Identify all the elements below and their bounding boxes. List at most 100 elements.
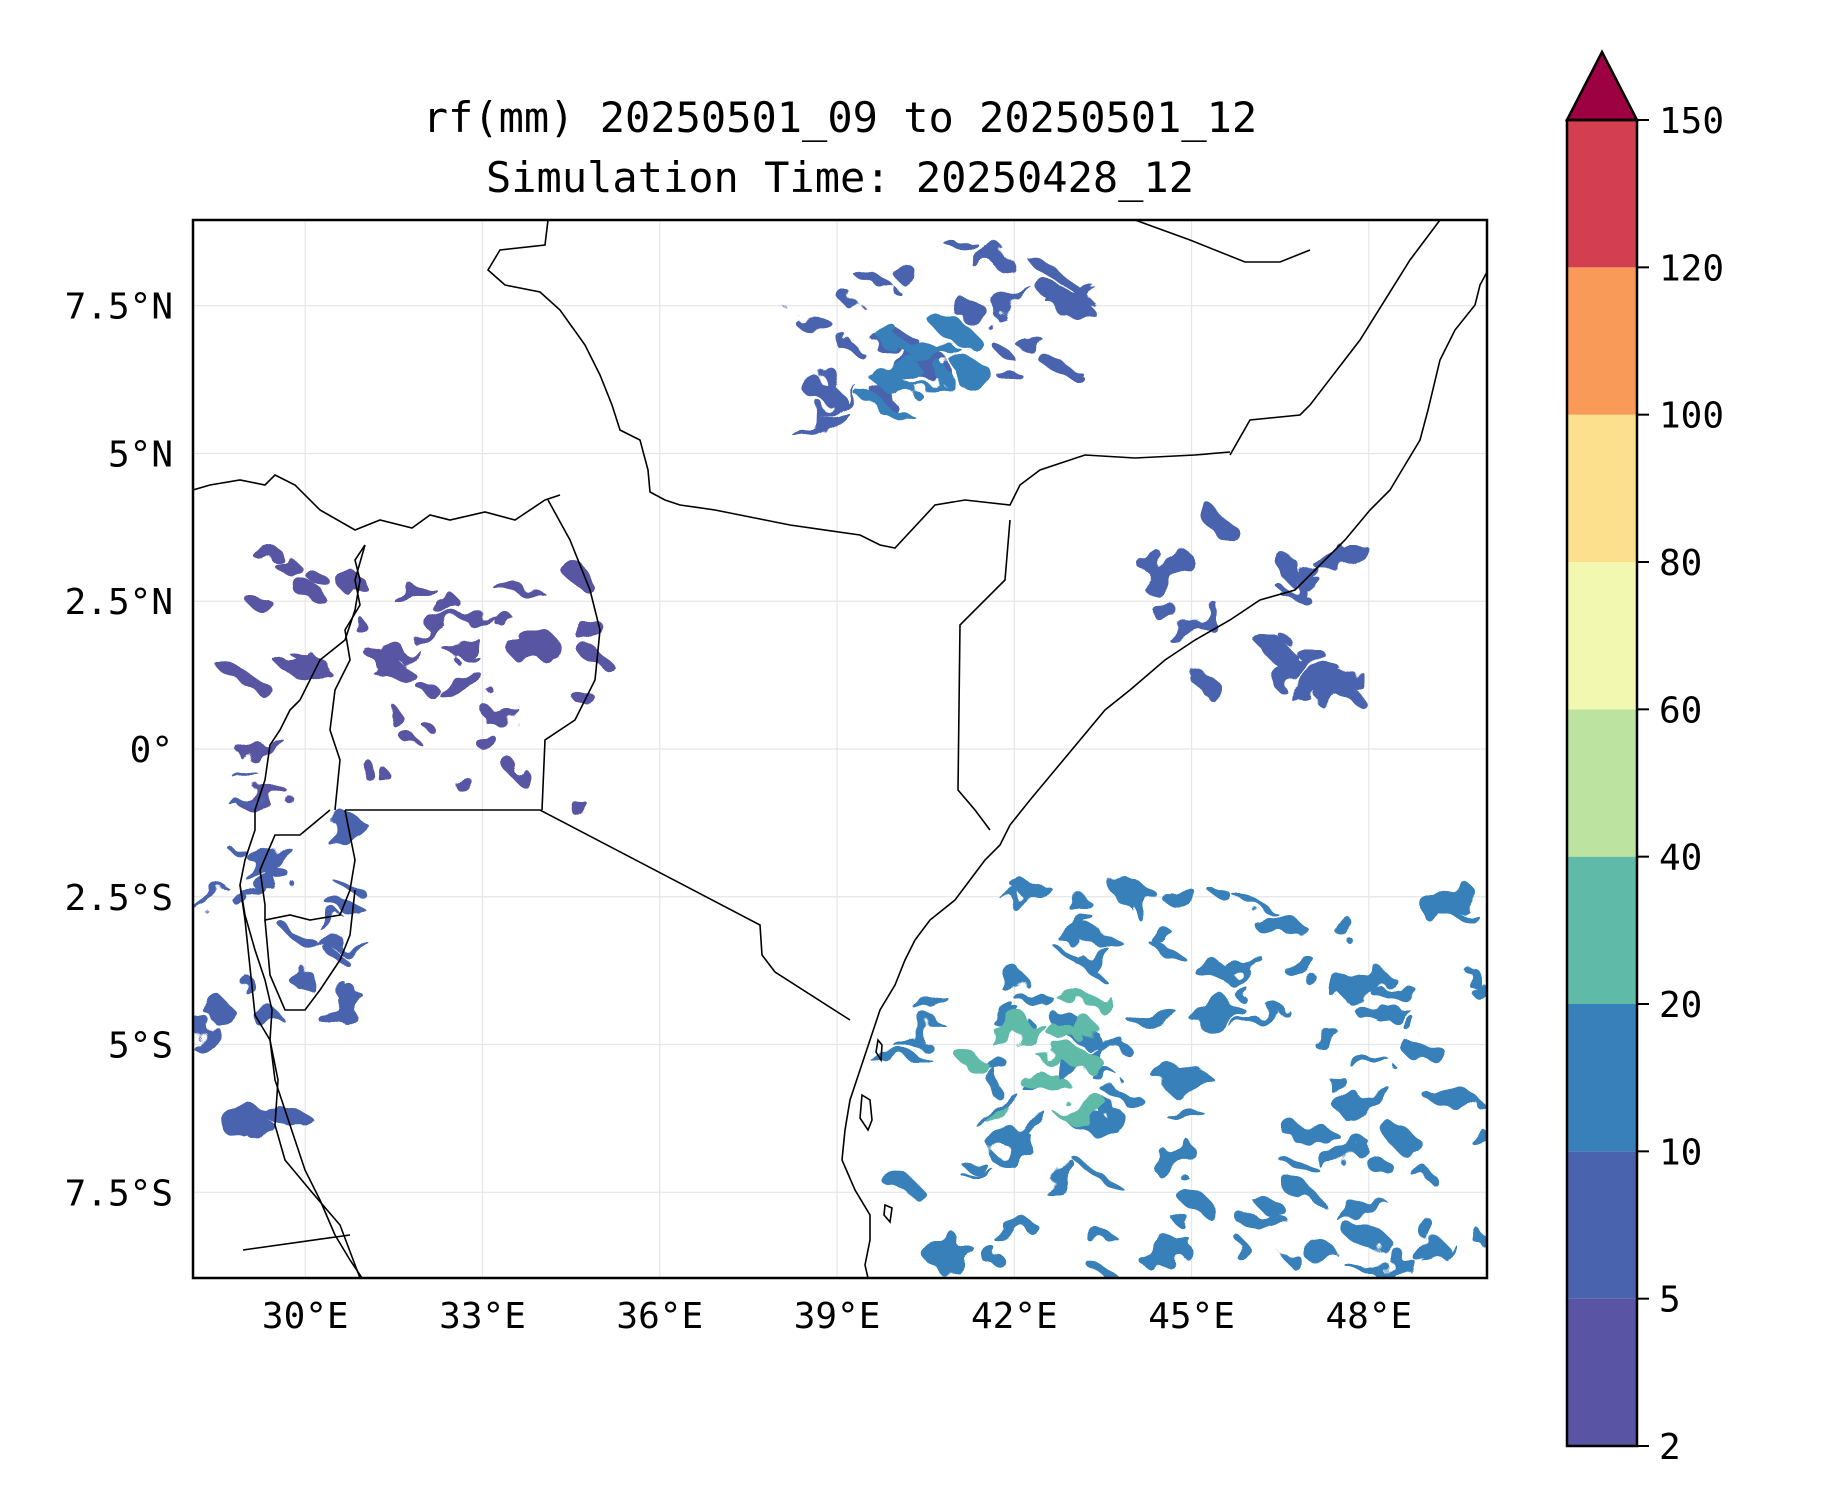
rain-cell — [305, 570, 330, 586]
border-kenya-tanzania — [345, 809, 851, 1021]
rain-cell — [1211, 890, 1239, 905]
lon-tick-label: 36°E — [616, 1296, 703, 1337]
rainfall-layer — [193, 234, 1487, 1278]
rain-cell — [289, 578, 327, 603]
rain-cell — [994, 345, 1016, 361]
rain-cell — [978, 1052, 1012, 1072]
rain-cell — [1467, 1126, 1487, 1144]
rain-cell — [1140, 1239, 1194, 1267]
lon-tick-label: 39°E — [794, 1296, 881, 1337]
colorbar-tick-label: 150 — [1659, 101, 1724, 142]
rain-cell — [790, 314, 835, 331]
rain-cell — [193, 887, 229, 912]
rain-cell — [294, 970, 316, 994]
rain-cell — [1250, 915, 1308, 937]
rain-cell — [1037, 1068, 1055, 1090]
rain-cell — [1254, 1193, 1282, 1214]
lon-tick-label: 42°E — [971, 1296, 1058, 1337]
rain-cell — [1468, 980, 1486, 997]
rain-cell — [1313, 542, 1368, 570]
rain-cell — [1283, 1246, 1298, 1267]
rain-cell — [1152, 599, 1177, 623]
map-frame — [191, 218, 1489, 1280]
rain-cell — [866, 1052, 931, 1063]
rain-cell — [953, 371, 988, 387]
rain-cell — [988, 1134, 1036, 1162]
rain-cell — [877, 361, 922, 385]
rain-cell — [1272, 1152, 1323, 1175]
colorbar-segment — [1567, 856, 1637, 1004]
rain-cell — [1158, 1066, 1210, 1092]
rain-cell — [822, 367, 838, 388]
rain-cell — [1173, 1212, 1188, 1227]
border-ethiopia-somalia — [957, 519, 1011, 831]
rain-cell — [1075, 1105, 1109, 1120]
rain-cell — [1328, 1202, 1392, 1216]
rain-cell — [985, 1067, 1000, 1091]
rain-cell — [321, 938, 367, 952]
rain-cell — [1128, 1012, 1183, 1028]
rain-cell — [932, 367, 949, 377]
rain-cell — [1423, 1086, 1481, 1111]
rain-cell — [237, 735, 282, 756]
rain-cell — [967, 1169, 995, 1183]
rain-cell — [193, 1023, 213, 1047]
rain-cell — [1338, 1220, 1397, 1254]
rain-cell — [477, 733, 498, 753]
rain-cell — [1335, 916, 1355, 939]
rain-cell — [973, 1094, 1020, 1125]
rain-cell — [1266, 645, 1302, 672]
lat-tick-label: 5°N — [108, 434, 173, 475]
rain-cell — [1339, 1088, 1393, 1117]
rain-cell — [228, 847, 250, 856]
border-somalia-north — [1229, 220, 1441, 456]
rain-area-lake-victoria-basin — [220, 545, 609, 816]
colorbar-segment — [1567, 1298, 1637, 1446]
rain-cell — [237, 897, 253, 912]
rain-cell — [1341, 980, 1368, 998]
rain-cell — [1171, 1109, 1204, 1125]
rain-cell — [280, 655, 325, 674]
rain-cell — [323, 818, 368, 844]
rain-cell — [1002, 1005, 1022, 1027]
rain-cell — [1167, 608, 1224, 641]
rain-cell — [1301, 578, 1327, 592]
colorbar-segment — [1567, 709, 1637, 857]
rain-cell — [581, 650, 609, 667]
colorbar-tick-label: 10 — [1659, 1132, 1702, 1173]
rain-cell — [903, 344, 960, 365]
rain-cell — [962, 1052, 986, 1073]
rain-cell — [319, 993, 366, 1026]
axis-ticks: 30°E 33°E 36°E 39°E 42°E 45°E 48°E 7.5°N 5°N 2.5°… — [65, 287, 1413, 1337]
rain-cell — [241, 1115, 265, 1126]
rain-cell — [1082, 1027, 1097, 1049]
rain-cell — [1069, 290, 1101, 308]
rain-cell — [1364, 1153, 1394, 1177]
rain-cell — [898, 372, 950, 397]
lat-tick-label: 2.5°S — [65, 878, 173, 919]
rain-cell — [394, 584, 435, 605]
rain-cell — [493, 609, 512, 627]
colorbar-segment — [1567, 267, 1637, 415]
rain-cell — [282, 926, 324, 952]
rain-cell — [1207, 959, 1266, 982]
rain-cell — [561, 561, 590, 583]
lat-tick-label: 7.5°N — [65, 287, 173, 328]
rain-cell — [238, 973, 252, 989]
colorbar-extend-arrow — [1564, 49, 1640, 122]
rain-area-ethiopia-highlands-core — [856, 315, 993, 416]
rain-cell — [986, 1107, 1011, 1124]
rain-cell — [1150, 1144, 1197, 1173]
rain-cell — [426, 727, 441, 737]
rain-cell — [1413, 1215, 1433, 1236]
rain-cell — [369, 651, 417, 683]
rain-cell — [1193, 673, 1218, 691]
rain-cell — [1060, 1047, 1107, 1074]
colorbar-segment — [1567, 1151, 1637, 1299]
rain-cell — [1437, 909, 1482, 922]
rain-cell — [1041, 1163, 1079, 1192]
rain-cell — [878, 390, 893, 405]
rain-cell — [477, 707, 521, 718]
rain-cell — [1229, 982, 1245, 994]
rain-cell — [1053, 945, 1103, 978]
